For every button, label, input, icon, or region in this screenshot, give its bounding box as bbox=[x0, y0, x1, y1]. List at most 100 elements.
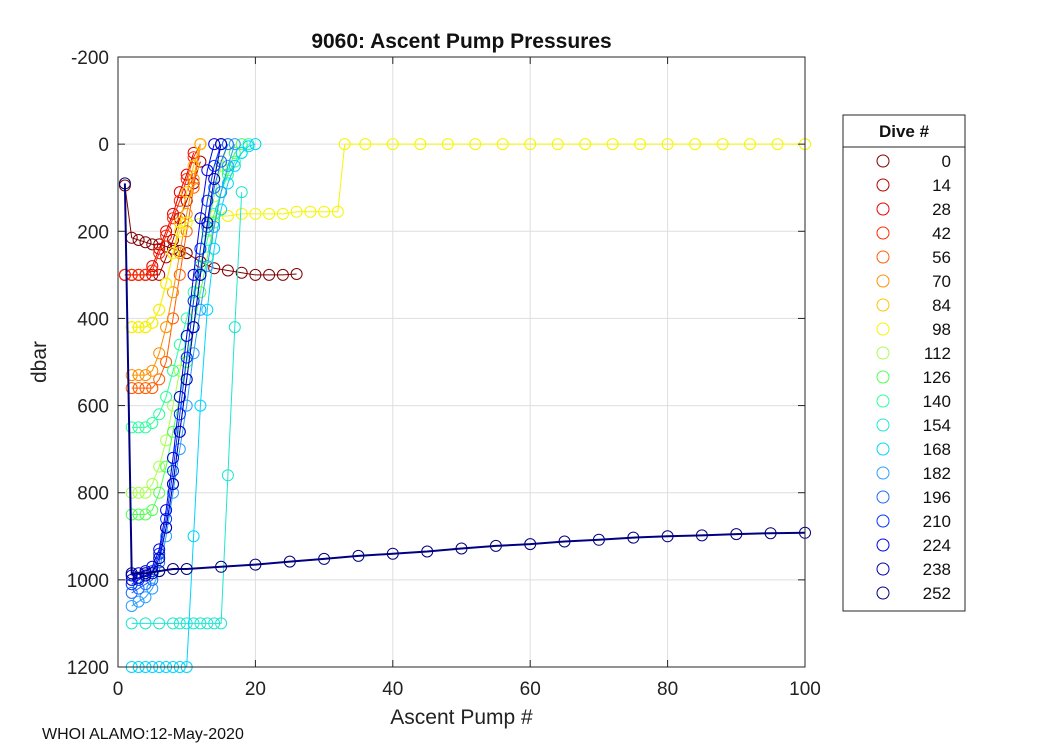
data-point bbox=[716, 138, 729, 151]
legend-entry: 168 bbox=[876, 440, 951, 459]
data-point bbox=[125, 600, 138, 612]
legend-entry: 0 bbox=[876, 152, 951, 171]
data-point bbox=[153, 347, 166, 360]
data-point bbox=[352, 549, 365, 562]
data-point bbox=[125, 567, 138, 580]
legend-marker bbox=[876, 586, 890, 600]
data-point bbox=[386, 547, 399, 560]
legend-label: 238 bbox=[923, 560, 951, 579]
legend-marker bbox=[876, 202, 890, 216]
data-point bbox=[208, 242, 221, 255]
legend-entry: 70 bbox=[876, 272, 951, 291]
grid bbox=[118, 57, 805, 667]
data-point bbox=[167, 617, 179, 630]
data-point bbox=[194, 242, 207, 255]
data-point bbox=[180, 617, 193, 630]
data-point bbox=[167, 364, 179, 377]
data-point bbox=[146, 316, 159, 329]
data-point bbox=[551, 138, 564, 151]
data-point bbox=[167, 425, 179, 438]
legend-entry: 42 bbox=[876, 224, 951, 243]
data-point bbox=[173, 408, 186, 421]
data-point bbox=[146, 504, 159, 517]
data-point bbox=[187, 159, 200, 172]
data-point bbox=[524, 138, 537, 151]
data-point bbox=[167, 478, 179, 490]
data-point bbox=[386, 138, 399, 151]
data-point bbox=[194, 212, 207, 225]
data-point bbox=[228, 159, 241, 172]
data-point bbox=[139, 486, 152, 499]
x-tick-label: 60 bbox=[520, 679, 541, 700]
y-tick-label: 600 bbox=[77, 397, 109, 418]
legend-marker bbox=[876, 178, 890, 192]
data-point bbox=[160, 356, 173, 368]
data-point bbox=[228, 138, 241, 151]
data-point bbox=[592, 533, 605, 546]
data-point bbox=[167, 234, 179, 246]
data-point bbox=[132, 369, 145, 382]
y-tick-label: 200 bbox=[77, 222, 109, 243]
data-point bbox=[579, 138, 592, 151]
data-point bbox=[215, 617, 228, 630]
data-point bbox=[194, 138, 207, 151]
x-tick-label: 80 bbox=[657, 679, 678, 700]
data-point bbox=[290, 268, 303, 280]
data-point bbox=[153, 373, 166, 386]
legend-marker bbox=[876, 370, 890, 384]
data-point bbox=[215, 186, 228, 199]
data-point bbox=[455, 542, 468, 555]
legend-marker bbox=[876, 538, 890, 552]
data-point bbox=[125, 586, 138, 599]
data-point bbox=[208, 138, 221, 151]
data-point bbox=[160, 229, 173, 242]
data-point bbox=[318, 552, 331, 565]
data-point bbox=[167, 212, 179, 225]
data-point bbox=[160, 504, 173, 517]
data-point bbox=[187, 268, 200, 281]
data-point bbox=[167, 563, 179, 575]
data-point bbox=[125, 617, 138, 630]
data-point bbox=[221, 159, 234, 172]
legend-entry: 252 bbox=[876, 584, 951, 603]
data-point bbox=[263, 207, 276, 220]
data-point bbox=[187, 151, 200, 164]
data-point bbox=[146, 260, 159, 273]
data-point bbox=[139, 236, 152, 249]
data-point bbox=[153, 460, 166, 473]
data-point bbox=[283, 555, 296, 568]
data-point bbox=[689, 138, 702, 151]
data-point bbox=[125, 382, 138, 395]
legend-marker bbox=[876, 514, 890, 528]
data-point bbox=[606, 138, 619, 151]
data-point bbox=[153, 408, 166, 421]
data-point bbox=[146, 264, 159, 277]
data-point bbox=[201, 164, 214, 177]
legend-marker bbox=[876, 226, 890, 240]
data-point bbox=[167, 286, 179, 299]
legend-box bbox=[842, 114, 966, 612]
series-line bbox=[131, 144, 201, 376]
data-point bbox=[208, 181, 221, 194]
legend-label: 14 bbox=[932, 176, 951, 195]
data-point bbox=[180, 194, 193, 207]
y-tick-label: 1200 bbox=[67, 658, 109, 679]
data-point bbox=[160, 530, 173, 543]
data-point bbox=[187, 295, 200, 307]
data-point bbox=[421, 545, 434, 558]
x-tick-label: 100 bbox=[789, 679, 821, 700]
data-point bbox=[139, 268, 152, 281]
data-point bbox=[173, 617, 186, 630]
data-point bbox=[160, 521, 173, 534]
y-tick-label: 800 bbox=[77, 484, 109, 505]
data-point bbox=[744, 138, 756, 151]
legend-label: 70 bbox=[932, 272, 951, 291]
data-point bbox=[132, 571, 145, 584]
legend-label: 168 bbox=[923, 440, 951, 459]
data-point bbox=[187, 347, 200, 360]
data-point bbox=[290, 205, 303, 218]
data-point bbox=[146, 573, 159, 586]
data-point bbox=[180, 225, 193, 238]
data-point bbox=[146, 478, 159, 490]
data-point bbox=[221, 210, 234, 222]
